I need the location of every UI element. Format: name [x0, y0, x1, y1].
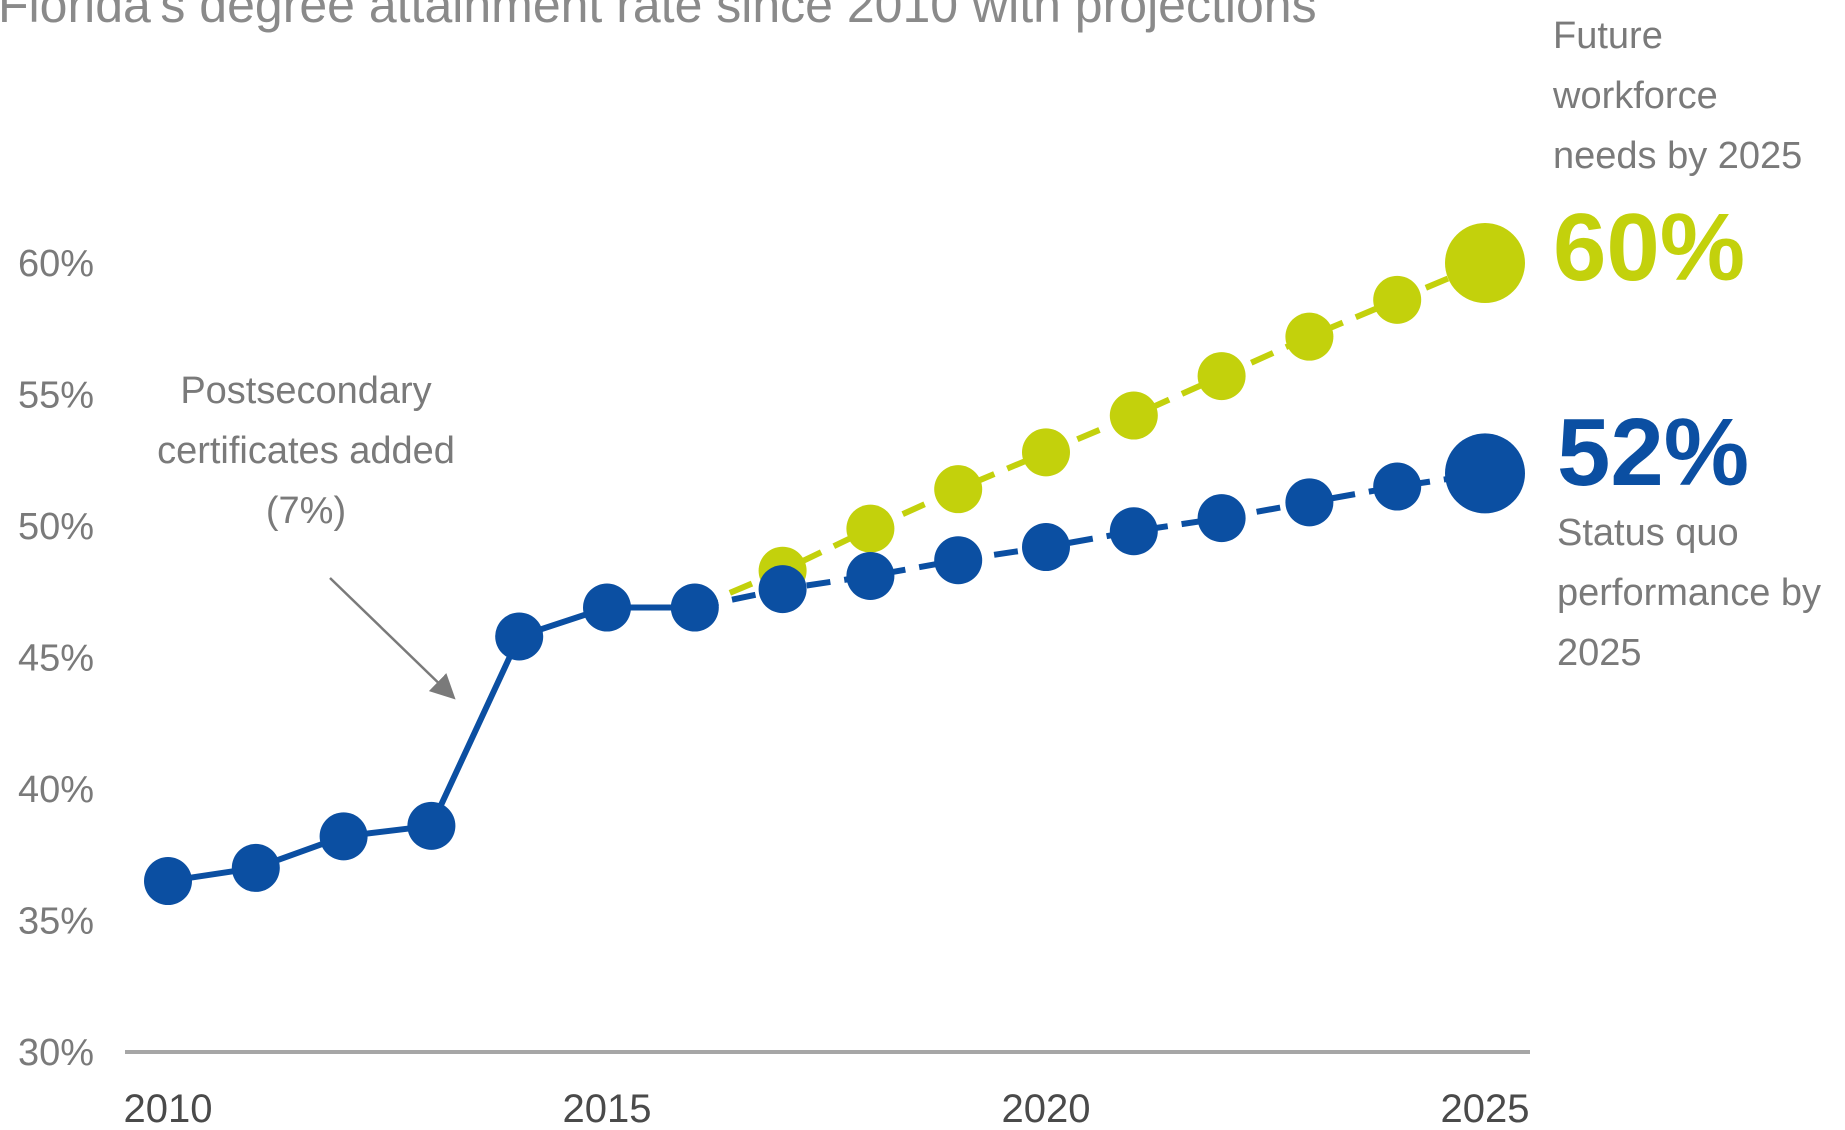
future-label-line-1: Future — [1553, 15, 1663, 57]
series-line — [693, 260, 1487, 611]
data-point — [231, 843, 280, 892]
series-layer — [144, 223, 1525, 906]
data-point — [1285, 312, 1334, 361]
status-label-line-1: Status quo — [1557, 512, 1739, 554]
x-axis-tick-labels: 2010 2015 2020 2025 — [124, 1087, 1530, 1130]
certificates-annotation-line-2: certificates added — [157, 430, 455, 472]
data-point — [758, 565, 807, 614]
data-point — [1445, 223, 1525, 303]
chart-title: Florida's degree attainment rate since 2… — [0, 0, 1317, 33]
y-tick-label: 55% — [18, 375, 94, 417]
y-tick-label: 40% — [18, 769, 94, 811]
y-tick-label: 60% — [18, 243, 94, 285]
future-label-line-2: workforce — [1552, 75, 1718, 117]
data-point — [1197, 494, 1246, 543]
x-tick-label: 2020 — [1002, 1087, 1091, 1130]
future-workforce-annotation: Future workforce needs by 2025 60% — [1552, 15, 1802, 301]
series-workforce-needs — [693, 223, 1525, 611]
series-status-quo — [694, 433, 1525, 614]
data-point — [934, 465, 983, 514]
data-point — [934, 536, 983, 585]
x-tick-label: 2015 — [563, 1087, 652, 1130]
data-point — [1373, 275, 1422, 324]
data-point — [583, 583, 631, 632]
x-tick-label: 2010 — [124, 1087, 213, 1130]
status-label-line-2: performance by — [1557, 572, 1821, 614]
data-point — [1022, 523, 1070, 572]
status-quo-annotation: 52% Status quo performance by 2025 — [1557, 399, 1821, 674]
annotation-arrow — [329, 577, 456, 700]
data-point — [1445, 433, 1525, 514]
y-tick-label: 35% — [18, 901, 94, 943]
y-tick-label: 50% — [18, 506, 94, 548]
data-point — [144, 857, 192, 906]
data-point — [1197, 352, 1246, 401]
data-point — [495, 612, 544, 661]
y-tick-label: 45% — [18, 638, 94, 680]
data-point — [1022, 428, 1070, 477]
future-label-line-3: needs by 2025 — [1553, 135, 1802, 177]
y-axis-tick-labels: 30% 35% 40% 45% 50% 55% 60% — [18, 243, 94, 1074]
status-label-line-3: 2025 — [1557, 632, 1642, 674]
future-value-label: 60% — [1553, 194, 1745, 301]
data-point — [1285, 478, 1334, 527]
data-point — [846, 504, 895, 553]
data-point — [1109, 391, 1158, 440]
data-point — [1373, 462, 1422, 511]
series-actual — [144, 583, 719, 906]
x-tick-label: 2025 — [1441, 1087, 1530, 1130]
certificates-annotation-line-1: Postsecondary — [180, 370, 431, 412]
status-value-label: 52% — [1557, 399, 1749, 506]
data-point — [670, 583, 719, 632]
certificates-annotation-line-3: (7%) — [266, 490, 346, 532]
data-point — [407, 801, 456, 850]
data-point — [846, 551, 895, 600]
data-point — [319, 812, 368, 861]
series-line — [694, 470, 1486, 611]
y-tick-label: 30% — [18, 1032, 94, 1074]
certificates-annotation: Postsecondary certificates added (7%) — [157, 370, 456, 700]
data-point — [1109, 507, 1158, 556]
